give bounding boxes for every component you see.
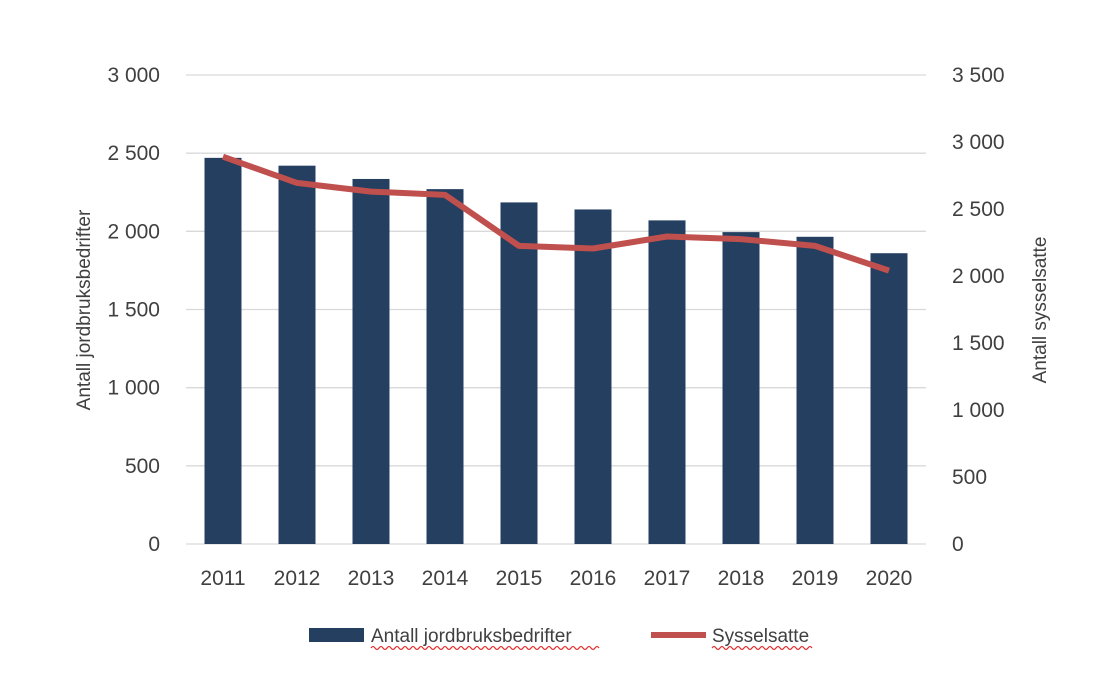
- right-axis-tick-label: 1 000: [952, 399, 1005, 422]
- left-axis-tick-label: 2 000: [107, 220, 160, 243]
- right-axis-title: Antall sysselsatte: [1030, 237, 1051, 384]
- spellcheck-underline: [711, 645, 813, 651]
- legend-swatch-bar: [309, 628, 364, 642]
- right-axis-ticks: 0 500 1 000 1 500 2 000 2 500 3 000 3 500: [952, 64, 1005, 556]
- left-axis-tick-label: 500: [125, 455, 160, 478]
- right-axis-tick-label: 500: [952, 466, 987, 489]
- x-axis-tick-label: 2015: [496, 567, 543, 590]
- right-axis-tick-label: 2 500: [952, 198, 1005, 221]
- legend-label-bar: Antall jordbruksbedrifter: [371, 626, 572, 647]
- bar-2012: [278, 165, 316, 544]
- x-axis-tick-label: 2016: [570, 567, 617, 590]
- right-axis-tick-label: 2 000: [952, 265, 1005, 288]
- left-axis-ticks: 0 500 1 000 1 500 2 000 2 500 3 000: [107, 64, 160, 556]
- right-axis-tick-label: 1 500: [952, 332, 1005, 355]
- spellcheck-underline: [370, 645, 600, 651]
- left-axis-tick-label: 1 000: [107, 377, 160, 400]
- x-axis-tick-label: 2018: [718, 567, 765, 590]
- right-axis-tick-label: 0: [952, 533, 964, 556]
- bar-2020: [870, 253, 908, 544]
- left-axis-tick-label: 3 000: [107, 64, 160, 87]
- x-axis-tick-label: 2013: [348, 567, 395, 590]
- x-axis-tick-label: 2011: [200, 567, 245, 590]
- x-axis-tick-label: 2019: [792, 567, 839, 590]
- x-axis-tick-label: 2017: [644, 567, 691, 590]
- bar-2014: [426, 189, 464, 544]
- x-axis-tick-label: 2014: [422, 567, 469, 590]
- bar-2019: [796, 236, 834, 544]
- bar-series: [204, 157, 908, 545]
- sysselsatte-line: [221, 153, 890, 274]
- right-axis-tick-label: 3 500: [952, 64, 1005, 87]
- left-axis-tick-label: 2 500: [107, 142, 160, 165]
- x-axis-tick-label: 2020: [866, 567, 913, 590]
- left-axis-tick-label: 0: [148, 533, 160, 556]
- right-axis-tick-label: 3 000: [952, 131, 1005, 154]
- x-axis-tick-label: 2012: [274, 567, 321, 590]
- legend: Antall jordbruksbedrifter Sysselsatte: [309, 626, 813, 651]
- bar-2015: [500, 202, 538, 544]
- bar-2016: [574, 209, 612, 545]
- x-axis-ticks: 2011 2012 2013 2014 2015 2016 2017 2018 2019 2020: [200, 567, 912, 590]
- bar-2017: [648, 220, 686, 544]
- line-series: [221, 153, 890, 274]
- legend-label-line: Sysselsatte: [712, 626, 809, 647]
- bar-2011: [204, 157, 242, 544]
- bar-2018: [722, 232, 760, 545]
- bar-2013: [352, 178, 390, 544]
- left-axis-title: Antall jordbruksbedrifter: [74, 209, 95, 410]
- left-axis-tick-label: 1 500: [107, 299, 160, 322]
